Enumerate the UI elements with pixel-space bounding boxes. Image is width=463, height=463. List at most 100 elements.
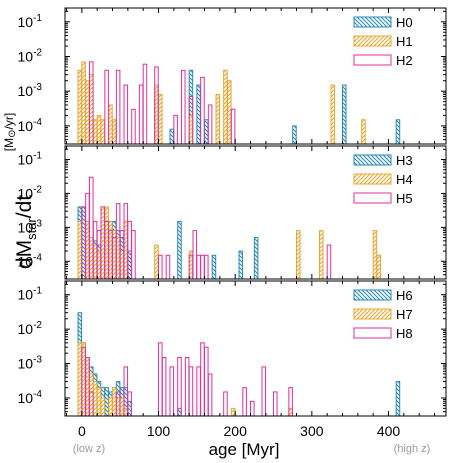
bar-H8-100 — [158, 342, 163, 417]
bar-H5-145 — [192, 230, 198, 280]
high-z-note: (high z) — [394, 443, 431, 455]
legend-swatch — [353, 154, 392, 166]
bar-H1-100 — [158, 94, 163, 145]
bar-H2-30 — [104, 69, 109, 145]
x-tick-label: 400 — [377, 423, 401, 439]
legend-label: H1 — [396, 34, 413, 49]
bar-H1-175 — [215, 94, 221, 145]
bar-H1-35 — [108, 104, 113, 145]
legend-swatch — [353, 289, 392, 301]
y-axis-label: dMstar/dt — [13, 195, 39, 269]
bar-H0-150 — [196, 84, 201, 145]
bar-H1-20 — [96, 114, 102, 145]
bar-H8-250 — [273, 391, 278, 417]
bar-H1-185 — [223, 69, 228, 145]
y-tick-label: 10-2 — [18, 320, 43, 337]
bar-H5-150 — [196, 254, 201, 280]
bar-H6-60 — [127, 400, 132, 417]
bar-H7-195 — [230, 407, 236, 417]
bar-H1-325 — [330, 84, 336, 145]
bar-H8-105 — [161, 357, 167, 417]
bar-H0-115 — [169, 128, 175, 145]
y-axis-unit: [M⊙/yr] — [2, 113, 18, 151]
bar-H6-125 — [177, 407, 182, 417]
low-z-note: (low z) — [73, 443, 105, 455]
y-tick-label: 10-2 — [18, 47, 43, 64]
bar-H0-340 — [342, 84, 347, 145]
series-H6 — [77, 312, 401, 417]
legend-label: H0 — [396, 15, 413, 30]
bar-H8-185 — [223, 391, 228, 417]
bar-H4-10 — [89, 237, 94, 280]
bar-H3-225 — [253, 237, 259, 280]
y-tick-label: 10-3 — [18, 82, 43, 99]
bar-H1-25 — [100, 119, 106, 145]
bar-H2-75 — [138, 84, 144, 145]
bar-H4-95 — [154, 244, 159, 280]
y-tick-label: 10-1 — [18, 13, 43, 30]
bar-H1-15 — [92, 119, 98, 145]
legend-label: H5 — [396, 191, 413, 206]
legend-label: H2 — [396, 53, 413, 68]
bar-H8-160 — [204, 346, 209, 417]
panel-frame — [64, 280, 447, 417]
bar-H7-270 — [288, 407, 293, 417]
bar-H3-60 — [127, 250, 132, 280]
bar-H4-385 — [376, 254, 382, 280]
y-tick-label: 10-1 — [18, 150, 43, 167]
bar-H7-15 — [92, 381, 98, 417]
bar-H4-50 — [119, 250, 125, 280]
bar-H6-410 — [395, 381, 401, 417]
legend-swatch — [353, 173, 392, 185]
bar-H6-30 — [104, 387, 109, 417]
bar-H1-0 — [81, 61, 86, 145]
legend-swatch — [353, 35, 392, 47]
bar-H4-55 — [123, 220, 129, 280]
bar-H8-125 — [177, 357, 182, 417]
bar-H1-190 — [227, 80, 232, 145]
bar-H2-165 — [207, 104, 213, 145]
bar-H4-15 — [92, 244, 98, 280]
legend-label: H3 — [396, 153, 413, 168]
y-tick-label: 10-2 — [18, 184, 43, 201]
bar-H0-160 — [204, 119, 209, 145]
bar-H7-50 — [119, 397, 125, 417]
bar-H7-5 — [85, 357, 90, 417]
bar-H1-140 — [188, 114, 194, 145]
bar-H7-25 — [100, 397, 106, 417]
bar-H3-170 — [211, 254, 217, 280]
x-axis-label: age [Myr] — [209, 440, 280, 459]
bar-H4-310 — [319, 230, 324, 280]
legend-swatch — [353, 16, 392, 28]
bar-H0-275 — [292, 125, 297, 145]
bar-H8-210 — [242, 387, 247, 417]
bar-H2-120 — [173, 114, 178, 145]
legend-swatch — [353, 308, 392, 320]
series-H1 — [77, 61, 366, 145]
y-tick-label: 10-4 — [18, 252, 43, 269]
bar-H4-280 — [296, 230, 301, 280]
bar-H8-220 — [250, 400, 255, 417]
y-tick-label: 10-1 — [18, 286, 43, 303]
bar-H3-125 — [177, 220, 182, 280]
bar-H2-45 — [115, 69, 121, 145]
bar-H5-65 — [131, 230, 136, 280]
bar-H2-65 — [131, 108, 136, 145]
y-tick-label: 10-3 — [18, 218, 43, 235]
y-tick-label: 10-4 — [18, 389, 43, 406]
bar-H1-5 — [85, 80, 90, 145]
bar-H8-235 — [261, 366, 267, 417]
bar-H7--5 — [77, 342, 83, 417]
bar-H7-20 — [96, 387, 102, 417]
bar-H4-35 — [108, 220, 113, 280]
panel-top: 10-1 10-2 10-3 10-4 H0 H1 H2 — [18, 7, 447, 145]
series-H0 — [154, 69, 401, 145]
legend-swatch — [353, 54, 392, 66]
bar-H7-35 — [108, 397, 113, 417]
panel-frame — [64, 7, 447, 145]
bar-H1-365 — [361, 119, 366, 145]
bar-H2-80 — [142, 63, 148, 145]
bar-H7-40 — [112, 387, 117, 417]
bar-H4-5 — [85, 220, 90, 280]
